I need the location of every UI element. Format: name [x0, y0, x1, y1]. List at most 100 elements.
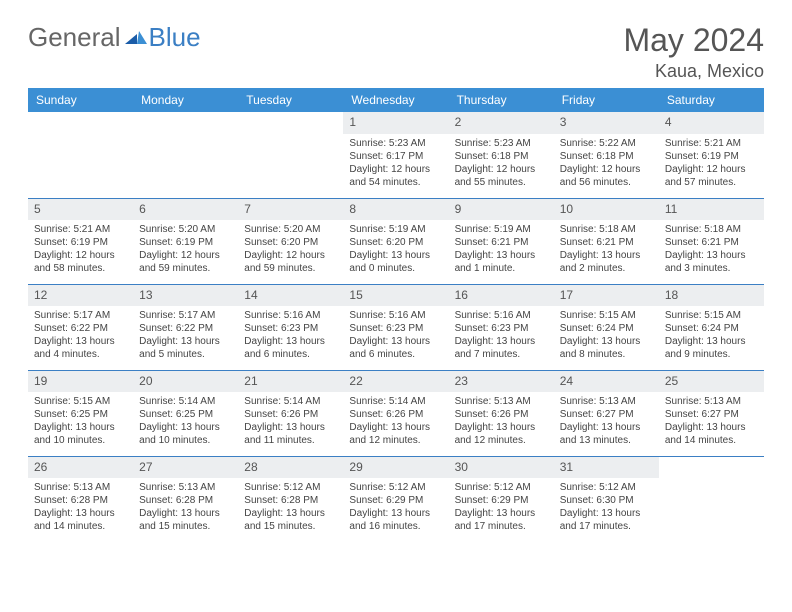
empty-cell [28, 112, 133, 198]
daylight-line: Daylight: 12 hours and 54 minutes. [349, 163, 442, 189]
sunrise-line: Sunrise: 5:13 AM [34, 481, 127, 494]
daylight-line: Daylight: 13 hours and 1 minute. [455, 249, 548, 275]
sunrise-line: Sunrise: 5:18 AM [560, 223, 653, 236]
sunrise-line: Sunrise: 5:12 AM [349, 481, 442, 494]
daylight-line: Daylight: 13 hours and 17 minutes. [560, 507, 653, 533]
day-info: Sunrise: 5:12 AMSunset: 6:30 PMDaylight:… [558, 481, 655, 533]
day-cell: 4Sunrise: 5:21 AMSunset: 6:19 PMDaylight… [659, 112, 764, 198]
daylight-line: Daylight: 12 hours and 56 minutes. [560, 163, 653, 189]
day-info: Sunrise: 5:17 AMSunset: 6:22 PMDaylight:… [137, 309, 234, 361]
sunset-line: Sunset: 6:29 PM [455, 494, 548, 507]
sunset-line: Sunset: 6:17 PM [349, 150, 442, 163]
logo-icon [125, 22, 147, 53]
day-info: Sunrise: 5:18 AMSunset: 6:21 PMDaylight:… [663, 223, 760, 275]
day-info: Sunrise: 5:13 AMSunset: 6:26 PMDaylight:… [453, 395, 550, 447]
sunrise-line: Sunrise: 5:21 AM [665, 137, 758, 150]
weekday-header-row: SundayMondayTuesdayWednesdayThursdayFrid… [28, 88, 764, 112]
sunset-line: Sunset: 6:21 PM [455, 236, 548, 249]
day-info: Sunrise: 5:21 AMSunset: 6:19 PMDaylight:… [663, 137, 760, 189]
empty-cell [133, 112, 238, 198]
day-number: 13 [133, 285, 238, 307]
day-info: Sunrise: 5:14 AMSunset: 6:26 PMDaylight:… [242, 395, 339, 447]
sunset-line: Sunset: 6:23 PM [244, 322, 337, 335]
day-number: 25 [659, 371, 764, 393]
day-cell: 16Sunrise: 5:16 AMSunset: 6:23 PMDayligh… [449, 284, 554, 370]
daylight-line: Daylight: 13 hours and 10 minutes. [139, 421, 232, 447]
day-cell: 19Sunrise: 5:15 AMSunset: 6:25 PMDayligh… [28, 370, 133, 456]
calendar-row: 26Sunrise: 5:13 AMSunset: 6:28 PMDayligh… [28, 456, 764, 542]
day-cell: 1Sunrise: 5:23 AMSunset: 6:17 PMDaylight… [343, 112, 448, 198]
sunset-line: Sunset: 6:24 PM [560, 322, 653, 335]
logo: General Blue [28, 22, 201, 53]
day-cell: 10Sunrise: 5:18 AMSunset: 6:21 PMDayligh… [554, 198, 659, 284]
day-info: Sunrise: 5:16 AMSunset: 6:23 PMDaylight:… [453, 309, 550, 361]
day-info: Sunrise: 5:14 AMSunset: 6:25 PMDaylight:… [137, 395, 234, 447]
empty-cell [238, 112, 343, 198]
day-number: 12 [28, 285, 133, 307]
sunrise-line: Sunrise: 5:19 AM [455, 223, 548, 236]
day-number: 9 [449, 199, 554, 221]
day-info: Sunrise: 5:16 AMSunset: 6:23 PMDaylight:… [242, 309, 339, 361]
sunset-line: Sunset: 6:26 PM [455, 408, 548, 421]
daylight-line: Daylight: 12 hours and 58 minutes. [34, 249, 127, 275]
day-number: 7 [238, 199, 343, 221]
daylight-line: Daylight: 13 hours and 12 minutes. [455, 421, 548, 447]
day-cell: 11Sunrise: 5:18 AMSunset: 6:21 PMDayligh… [659, 198, 764, 284]
sunrise-line: Sunrise: 5:20 AM [139, 223, 232, 236]
day-number: 26 [28, 457, 133, 479]
sunrise-line: Sunrise: 5:15 AM [665, 309, 758, 322]
sunset-line: Sunset: 6:22 PM [34, 322, 127, 335]
sunrise-line: Sunrise: 5:16 AM [349, 309, 442, 322]
sunset-line: Sunset: 6:19 PM [34, 236, 127, 249]
day-info: Sunrise: 5:13 AMSunset: 6:28 PMDaylight:… [137, 481, 234, 533]
day-info: Sunrise: 5:18 AMSunset: 6:21 PMDaylight:… [558, 223, 655, 275]
day-number: 30 [449, 457, 554, 479]
calendar-table: SundayMondayTuesdayWednesdayThursdayFrid… [28, 88, 764, 542]
day-cell: 14Sunrise: 5:16 AMSunset: 6:23 PMDayligh… [238, 284, 343, 370]
calendar-row: 19Sunrise: 5:15 AMSunset: 6:25 PMDayligh… [28, 370, 764, 456]
sunrise-line: Sunrise: 5:14 AM [349, 395, 442, 408]
day-info: Sunrise: 5:19 AMSunset: 6:20 PMDaylight:… [347, 223, 444, 275]
sunset-line: Sunset: 6:29 PM [349, 494, 442, 507]
day-number: 3 [554, 112, 659, 134]
daylight-line: Daylight: 13 hours and 14 minutes. [665, 421, 758, 447]
day-cell: 12Sunrise: 5:17 AMSunset: 6:22 PMDayligh… [28, 284, 133, 370]
day-info: Sunrise: 5:13 AMSunset: 6:28 PMDaylight:… [32, 481, 129, 533]
weekday-header: Wednesday [343, 88, 448, 112]
day-info: Sunrise: 5:12 AMSunset: 6:29 PMDaylight:… [453, 481, 550, 533]
sunrise-line: Sunrise: 5:14 AM [139, 395, 232, 408]
day-number: 27 [133, 457, 238, 479]
daylight-line: Daylight: 12 hours and 57 minutes. [665, 163, 758, 189]
daylight-line: Daylight: 13 hours and 10 minutes. [34, 421, 127, 447]
title-block: May 2024 Kaua, Mexico [623, 22, 764, 82]
day-number: 14 [238, 285, 343, 307]
day-info: Sunrise: 5:14 AMSunset: 6:26 PMDaylight:… [347, 395, 444, 447]
day-number: 18 [659, 285, 764, 307]
day-info: Sunrise: 5:16 AMSunset: 6:23 PMDaylight:… [347, 309, 444, 361]
weekday-header: Sunday [28, 88, 133, 112]
page-title: May 2024 [623, 22, 764, 59]
sunset-line: Sunset: 6:24 PM [665, 322, 758, 335]
day-number: 24 [554, 371, 659, 393]
weekday-header: Monday [133, 88, 238, 112]
sunset-line: Sunset: 6:27 PM [665, 408, 758, 421]
day-number: 8 [343, 199, 448, 221]
day-number: 6 [133, 199, 238, 221]
logo-word-1: General [28, 22, 121, 53]
sunrise-line: Sunrise: 5:21 AM [34, 223, 127, 236]
day-info: Sunrise: 5:13 AMSunset: 6:27 PMDaylight:… [558, 395, 655, 447]
day-info: Sunrise: 5:12 AMSunset: 6:29 PMDaylight:… [347, 481, 444, 533]
day-cell: 13Sunrise: 5:17 AMSunset: 6:22 PMDayligh… [133, 284, 238, 370]
sunrise-line: Sunrise: 5:15 AM [560, 309, 653, 322]
sunset-line: Sunset: 6:21 PM [665, 236, 758, 249]
day-number: 17 [554, 285, 659, 307]
sunrise-line: Sunrise: 5:12 AM [455, 481, 548, 494]
sunset-line: Sunset: 6:25 PM [139, 408, 232, 421]
daylight-line: Daylight: 13 hours and 0 minutes. [349, 249, 442, 275]
day-number: 22 [343, 371, 448, 393]
day-cell: 21Sunrise: 5:14 AMSunset: 6:26 PMDayligh… [238, 370, 343, 456]
calendar-row: 12Sunrise: 5:17 AMSunset: 6:22 PMDayligh… [28, 284, 764, 370]
sunrise-line: Sunrise: 5:13 AM [665, 395, 758, 408]
day-cell: 2Sunrise: 5:23 AMSunset: 6:18 PMDaylight… [449, 112, 554, 198]
sunrise-line: Sunrise: 5:13 AM [139, 481, 232, 494]
